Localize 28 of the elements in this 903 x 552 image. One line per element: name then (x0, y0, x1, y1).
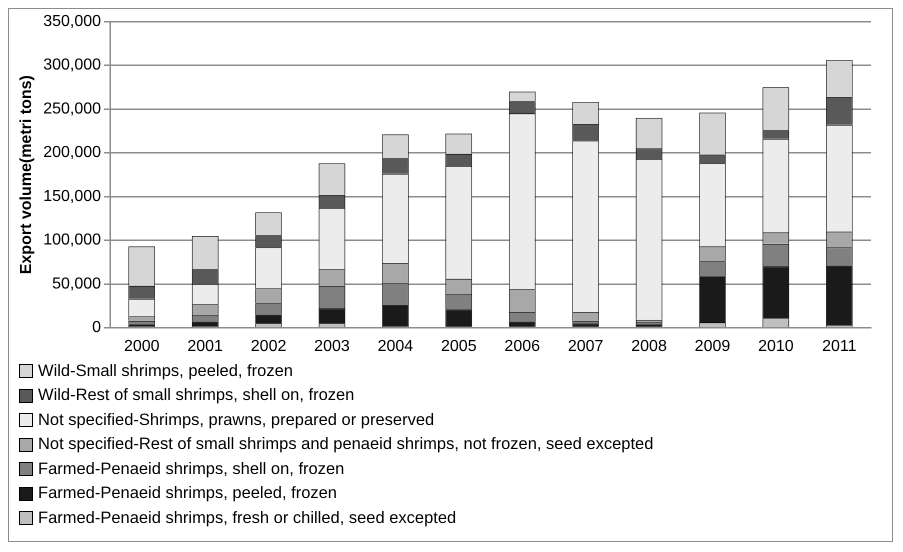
x-tick-label: 2010 (758, 338, 794, 355)
legend-label: Not specified-Shrimps, prawns, prepared or preserved (38, 410, 434, 430)
x-tick-label: 2007 (568, 338, 604, 355)
x-tick-label: 2005 (441, 338, 477, 355)
legend-label: Not specified-Rest of small shrimps and penaeid shrimps, not frozen, seed excepted (38, 435, 654, 454)
legend-label: Farmed-Penaeid shrimps, peeled, frozen (38, 484, 337, 504)
legend-label: Farmed-Penaeid shrimps, shell on, frozen (38, 460, 344, 479)
x-tick-label: 2009 (694, 338, 730, 355)
legend-label: Wild-Small shrimps, peeled, frozen (38, 362, 293, 381)
y-tick-label: 100,000 (43, 232, 102, 249)
x-tick-label: 2003 (314, 338, 350, 355)
y-tick-label: 150,000 (43, 188, 102, 205)
y-tick-label: 200,000 (43, 144, 102, 162)
x-tick-label: 2011 (822, 338, 857, 355)
x-tick-label: 2008 (631, 338, 667, 355)
x-tick-label: 2004 (378, 338, 414, 355)
y-tick-label: 350,000 (43, 13, 102, 30)
x-tick-label: 2006 (504, 338, 540, 355)
y-tick-label: 250,000 (43, 100, 102, 118)
y-tick-label: 0 (92, 319, 102, 336)
y-tick-label: 300,000 (43, 56, 102, 74)
y-axis-title: Export volume(metri tons) (18, 75, 36, 274)
legend-label: Farmed-Penaeid shrimps, fresh or chilled, seed excepted (38, 508, 456, 528)
x-tick-label: 2002 (250, 338, 286, 355)
legend-label: Wild-Rest of small shrimps, shell on, frozen (38, 386, 354, 406)
x-tick-label: 2000 (124, 338, 160, 355)
x-tick-label: 2001 (187, 338, 224, 355)
y-tick-label: 50,000 (52, 275, 102, 292)
